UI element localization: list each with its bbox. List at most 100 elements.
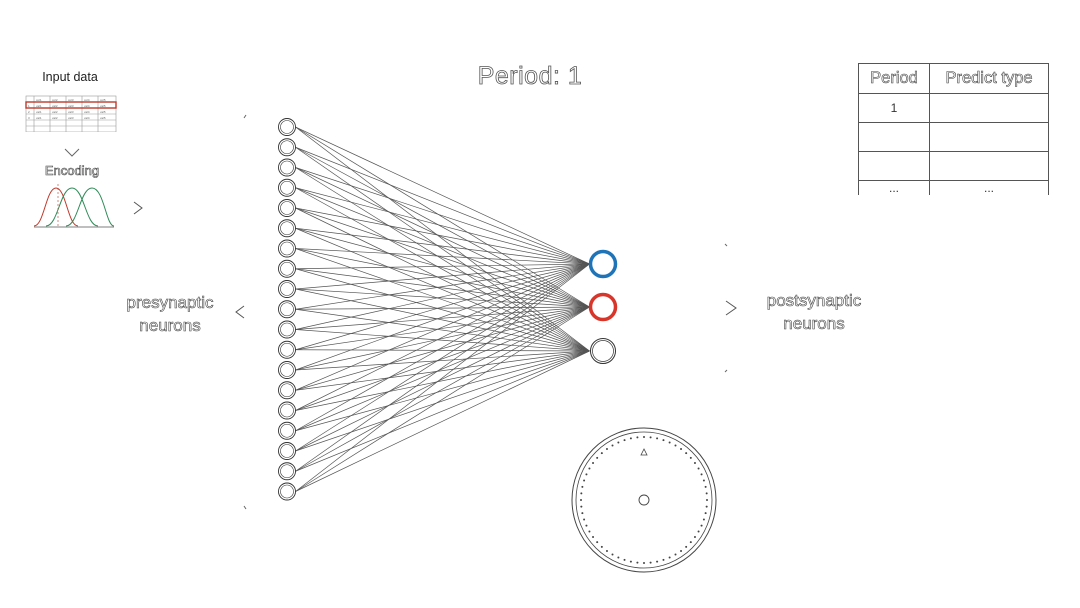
postsynaptic-label: postsynaptic neurons	[752, 289, 876, 335]
synapse-line	[295, 306, 590, 492]
synapse-line	[295, 288, 590, 352]
presynaptic-neuron	[278, 199, 296, 217]
clock-tick	[580, 492, 583, 495]
clock-tick	[702, 479, 705, 482]
synapse-line	[295, 308, 590, 352]
synapse-line	[295, 350, 590, 452]
svg-text:val3: val3	[68, 116, 74, 120]
clock-tick	[600, 452, 603, 455]
post-bracket-top	[724, 243, 728, 247]
table-row: 1	[858, 93, 1049, 123]
post-bracket-bottom	[724, 369, 728, 373]
svg-text:col1: col1	[36, 98, 42, 102]
encoding-label: Encoding	[44, 163, 100, 179]
synapse-line	[295, 263, 590, 452]
synapse-line	[295, 167, 590, 308]
clock-tick	[617, 556, 620, 559]
synapse-line	[295, 350, 590, 391]
synapse-line	[295, 207, 590, 352]
clock-tick	[693, 536, 696, 539]
svg-text:val2: val2	[52, 116, 58, 120]
clock-tick	[705, 505, 708, 508]
clock-tick	[588, 467, 591, 470]
clock-tick	[611, 553, 614, 556]
clock-tick	[674, 444, 677, 447]
synapse-line	[295, 167, 590, 352]
synapse-line	[295, 146, 590, 308]
ellipsis-type: ...	[929, 180, 1049, 195]
presynaptic-neuron	[278, 138, 296, 157]
clock-tick	[581, 485, 584, 488]
postsynaptic-neuron	[588, 292, 618, 322]
presynaptic-neuron	[278, 239, 296, 258]
synapse-line	[295, 306, 590, 432]
presynaptic-neuron-inner	[280, 241, 294, 256]
svg-text:3: 3	[28, 116, 30, 120]
svg-text:val3: val3	[68, 104, 74, 108]
clock-tick	[704, 512, 707, 515]
clock-tick	[656, 437, 659, 440]
presynaptic-neuron-layer	[278, 118, 296, 501]
clock-tick	[596, 456, 599, 459]
presynaptic-neuron-inner	[280, 261, 294, 276]
input-data-label: Input data	[42, 70, 98, 84]
postsynaptic-neuron-inner	[592, 340, 614, 362]
clock-tick	[629, 437, 632, 440]
presynaptic-neuron-inner	[280, 120, 294, 134]
presynaptic-label: presynaptic neurons	[112, 291, 228, 337]
synapse-line	[295, 187, 590, 352]
presynaptic-neuron	[278, 300, 296, 319]
presynaptic-neuron-inner	[280, 342, 294, 357]
clock-tick	[605, 448, 608, 451]
svg-text:1: 1	[28, 104, 30, 108]
clock-tick	[585, 524, 588, 527]
synapse-line	[295, 306, 590, 411]
clock-tick	[656, 560, 659, 563]
synapse-line	[295, 263, 590, 351]
clock-tick	[588, 530, 591, 533]
presynaptic-neuron-inner	[280, 484, 294, 499]
clock-tick	[685, 452, 688, 455]
synapse-line	[295, 187, 590, 308]
clock-tick	[680, 448, 683, 451]
synapse-line	[295, 126, 590, 308]
presynaptic-neuron	[278, 178, 296, 197]
predict-table: Period Predict type 1 ... ...	[858, 63, 1049, 195]
synapse-line	[295, 227, 590, 352]
synapse-line	[295, 263, 590, 492]
clock-tick	[662, 439, 665, 442]
presynaptic-neuron-inner	[280, 140, 294, 155]
clock-tick	[636, 561, 639, 564]
predict-table-header: Period Predict type	[858, 63, 1049, 94]
pre-bracket-top	[243, 114, 247, 119]
postsynaptic-label-line1: postsynaptic	[766, 291, 862, 311]
clock-tick	[649, 561, 652, 564]
clock-tick	[668, 556, 671, 559]
clock-tick	[623, 439, 626, 442]
clock-tick	[705, 492, 708, 495]
synapse-line	[295, 350, 590, 411]
clock-tick	[643, 436, 645, 438]
clock-tick	[700, 473, 703, 476]
clock-tick	[697, 530, 700, 533]
presynaptic-label-line2: neurons	[139, 316, 201, 336]
synapse-line	[295, 248, 590, 352]
synapse-line	[295, 263, 590, 411]
presynaptic-neuron	[278, 462, 296, 481]
postsynaptic-label-line2: neurons	[783, 314, 845, 334]
synapse-line	[295, 306, 590, 472]
svg-text:val4: val4	[84, 110, 90, 114]
cell-period: 1	[858, 93, 930, 123]
clock-tick	[706, 499, 708, 501]
clock-tick	[592, 536, 595, 539]
presynaptic-neuron	[278, 482, 296, 501]
period-title: Period: 1	[477, 62, 583, 91]
clock-tick	[580, 505, 583, 508]
clock-tick	[674, 553, 677, 556]
synapse-line	[295, 349, 590, 352]
clock-tick	[581, 512, 584, 515]
table-row	[858, 151, 1049, 181]
presynaptic-neuron	[278, 421, 296, 440]
clock-tick	[585, 473, 588, 476]
clock-tick	[693, 461, 696, 464]
